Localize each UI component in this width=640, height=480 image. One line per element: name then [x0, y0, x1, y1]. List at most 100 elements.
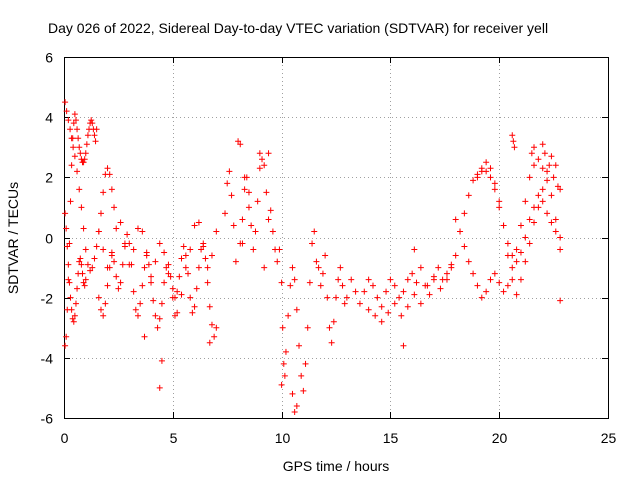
- data-point: [400, 342, 407, 349]
- data-point: [235, 138, 242, 145]
- data-point: [496, 198, 503, 205]
- data-point: [557, 234, 564, 241]
- data-point: [426, 291, 433, 298]
- data-point: [185, 270, 192, 277]
- data-point: [67, 198, 74, 205]
- data-point: [319, 270, 326, 277]
- data-point: [68, 162, 75, 169]
- data-point: [478, 168, 485, 175]
- data-point: [369, 282, 376, 289]
- data-point: [213, 228, 220, 235]
- data-point: [306, 279, 313, 286]
- data-point: [285, 312, 292, 319]
- data-point: [500, 288, 507, 295]
- data-point: [71, 312, 78, 319]
- data-point: [341, 300, 348, 307]
- data-point: [557, 297, 564, 304]
- data-point: [391, 282, 398, 289]
- data-point: [267, 207, 274, 214]
- y-tick-label: -6: [41, 411, 54, 427]
- data-point: [239, 240, 246, 247]
- data-point: [100, 246, 107, 253]
- data-point: [182, 264, 189, 271]
- data-point: [417, 264, 424, 271]
- data-point: [77, 150, 84, 157]
- data-point: [517, 276, 524, 283]
- data-point: [280, 360, 287, 367]
- data-point: [245, 204, 252, 211]
- data-point: [513, 246, 520, 253]
- data-point: [443, 276, 450, 283]
- data-point: [239, 216, 246, 223]
- chart-title: Day 026 of 2022, Sidereal Day-to-day VTE…: [48, 20, 548, 36]
- data-point: [156, 315, 163, 322]
- data-point: [361, 288, 368, 295]
- data-point: [165, 270, 172, 277]
- data-point: [324, 294, 331, 301]
- data-point: [539, 198, 546, 205]
- data-point: [552, 228, 559, 235]
- data-point: [178, 255, 185, 262]
- data-point: [71, 153, 78, 160]
- data-point: [115, 285, 122, 292]
- data-point: [66, 279, 73, 286]
- data-point: [548, 153, 555, 160]
- data-point: [535, 204, 542, 211]
- data-point: [413, 279, 420, 286]
- data-point: [487, 276, 494, 283]
- data-point: [281, 372, 288, 379]
- data-point: [113, 225, 120, 232]
- data-point: [343, 294, 350, 301]
- data-point: [276, 246, 283, 253]
- data-point: [326, 324, 333, 331]
- data-point: [237, 141, 244, 148]
- data-point: [509, 132, 516, 139]
- data-point: [226, 168, 233, 175]
- data-point: [522, 234, 529, 241]
- data-point: [70, 318, 77, 325]
- data-point: [535, 192, 542, 199]
- data-point: [391, 300, 398, 307]
- axis-ticks: [64, 57, 609, 419]
- data-point: [387, 276, 394, 283]
- data-point: [148, 279, 155, 286]
- data-point: [411, 291, 418, 298]
- data-point: [478, 294, 485, 301]
- data-point: [78, 204, 85, 211]
- data-point: [374, 294, 381, 301]
- data-point: [126, 261, 133, 268]
- data-point: [302, 360, 309, 367]
- data-point: [548, 219, 555, 226]
- data-point: [161, 249, 168, 256]
- data-point: [89, 120, 96, 127]
- data-point: [465, 258, 472, 265]
- data-point: [82, 246, 89, 253]
- data-point: [256, 150, 263, 157]
- y-tick-label: 6: [45, 50, 53, 66]
- data-point: [72, 117, 79, 124]
- data-point: [77, 255, 84, 262]
- data-point: [491, 186, 498, 193]
- data-point: [80, 279, 87, 286]
- data-point: [141, 333, 148, 340]
- data-point: [134, 312, 141, 319]
- data-point: [437, 285, 444, 292]
- data-point: [385, 309, 392, 316]
- data-point: [474, 282, 481, 289]
- data-point: [531, 162, 538, 169]
- data-point: [535, 156, 542, 163]
- data-point: [230, 222, 237, 229]
- data-point: [152, 312, 159, 319]
- data-point: [222, 210, 229, 217]
- data-point: [274, 258, 281, 265]
- data-point: [552, 216, 559, 223]
- data-point: [291, 408, 298, 415]
- data-point: [487, 165, 494, 172]
- data-point: [71, 111, 78, 118]
- data-point: [208, 321, 215, 328]
- data-point: [228, 192, 235, 199]
- data-point: [208, 252, 215, 259]
- data-point: [333, 294, 339, 301]
- y-tick-label: -4: [41, 351, 54, 367]
- data-point: [74, 126, 81, 133]
